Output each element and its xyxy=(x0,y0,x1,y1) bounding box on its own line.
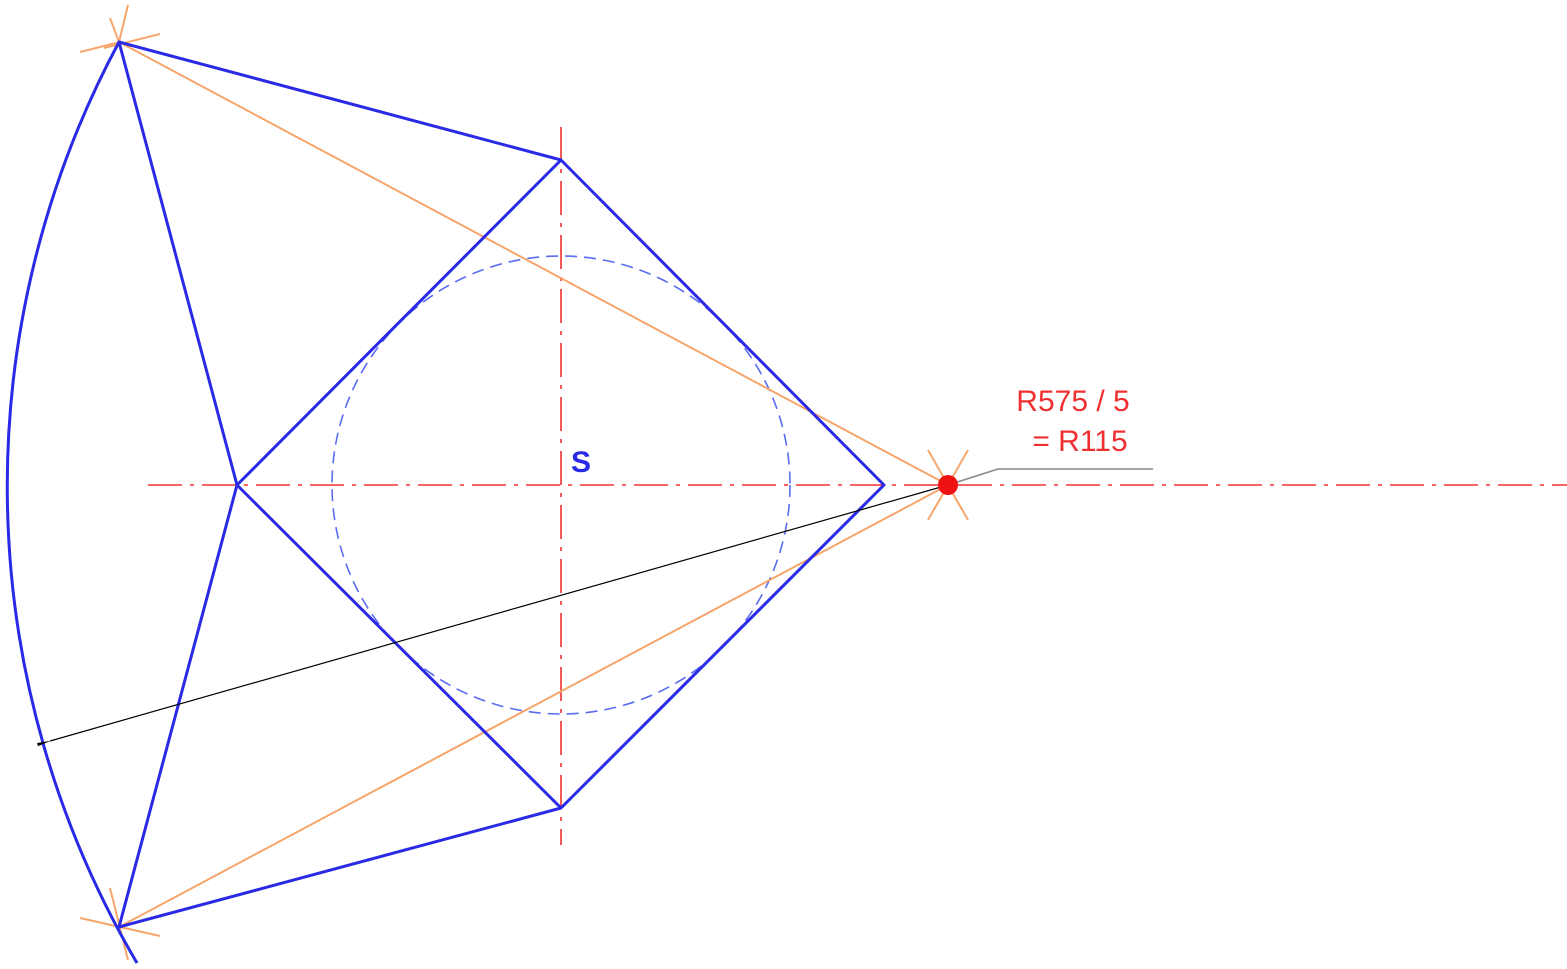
center-label: S xyxy=(571,446,591,479)
radius-arrow xyxy=(50,484,949,741)
inscribed-circle xyxy=(331,255,791,715)
construction-line xyxy=(118,484,949,928)
leader-line xyxy=(947,468,1153,486)
radius-result: = R115 xyxy=(1032,425,1127,458)
pentagon-edges xyxy=(117,40,562,929)
arc xyxy=(5,41,139,964)
center-point xyxy=(938,475,958,495)
construction-line xyxy=(118,41,949,486)
radius-formula: R575 / 5 xyxy=(1016,385,1129,418)
